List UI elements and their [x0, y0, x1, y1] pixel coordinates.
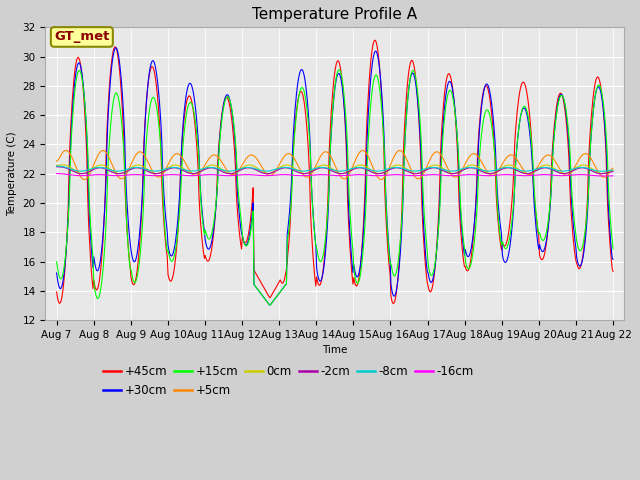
0cm — [609, 168, 617, 173]
Line: +30cm: +30cm — [56, 48, 613, 305]
-16cm — [403, 172, 410, 178]
+5cm — [609, 165, 617, 171]
-8cm — [419, 167, 426, 172]
-2cm — [63, 165, 70, 171]
Line: 0cm: 0cm — [56, 165, 613, 174]
+5cm — [63, 148, 71, 154]
+5cm — [81, 177, 88, 182]
0cm — [207, 162, 214, 168]
+5cm — [62, 147, 70, 153]
Line: +15cm: +15cm — [56, 70, 613, 305]
+30cm — [177, 153, 185, 158]
+5cm — [207, 153, 215, 159]
+45cm — [177, 170, 184, 176]
+15cm — [206, 236, 214, 241]
-16cm — [177, 172, 184, 178]
-16cm — [609, 173, 617, 179]
+15cm — [420, 212, 428, 217]
+5cm — [420, 169, 428, 175]
-8cm — [177, 166, 184, 171]
+15cm — [63, 240, 70, 245]
-16cm — [52, 171, 60, 177]
-16cm — [120, 172, 128, 178]
+15cm — [335, 67, 343, 72]
+45cm — [120, 141, 128, 147]
-16cm — [419, 172, 426, 178]
-8cm — [403, 167, 410, 172]
-2cm — [419, 169, 426, 175]
-16cm — [206, 172, 214, 178]
+15cm — [177, 195, 184, 201]
+45cm — [371, 37, 378, 43]
-8cm — [609, 168, 617, 173]
+30cm — [266, 302, 274, 308]
+45cm — [404, 76, 412, 82]
+45cm — [420, 246, 428, 252]
0cm — [52, 162, 60, 168]
-16cm — [63, 171, 70, 177]
-2cm — [403, 168, 410, 174]
Y-axis label: Temperature (C): Temperature (C) — [7, 132, 17, 216]
0cm — [177, 164, 185, 170]
+15cm — [266, 302, 274, 308]
0cm — [59, 162, 67, 168]
+30cm — [420, 233, 428, 239]
Line: -2cm: -2cm — [56, 167, 613, 174]
+45cm — [63, 239, 70, 245]
-8cm — [52, 163, 60, 169]
-2cm — [52, 164, 60, 169]
+5cm — [122, 173, 129, 179]
-8cm — [206, 165, 214, 170]
0cm — [63, 163, 71, 168]
-2cm — [598, 171, 605, 177]
+15cm — [404, 94, 412, 99]
-8cm — [120, 168, 128, 173]
+45cm — [609, 268, 617, 274]
Title: Temperature Profile A: Temperature Profile A — [252, 7, 417, 22]
+30cm — [207, 243, 214, 249]
-8cm — [63, 165, 70, 170]
0cm — [403, 167, 411, 172]
+30cm — [609, 256, 617, 262]
+5cm — [52, 158, 60, 164]
-16cm — [599, 173, 607, 179]
+5cm — [178, 155, 186, 160]
+45cm — [52, 289, 60, 295]
-2cm — [609, 169, 617, 175]
-2cm — [120, 170, 128, 176]
Line: -8cm: -8cm — [56, 166, 613, 171]
-2cm — [206, 165, 214, 171]
+30cm — [63, 241, 70, 247]
+15cm — [120, 151, 128, 156]
+30cm — [113, 45, 120, 51]
-8cm — [597, 168, 605, 174]
+30cm — [52, 270, 60, 276]
+45cm — [389, 300, 397, 306]
0cm — [121, 169, 129, 175]
-2cm — [177, 167, 184, 172]
+45cm — [206, 255, 214, 261]
Line: +5cm: +5cm — [56, 150, 613, 180]
+5cm — [404, 159, 412, 165]
+30cm — [121, 135, 129, 141]
+15cm — [609, 246, 617, 252]
Text: GT_met: GT_met — [54, 30, 109, 44]
+15cm — [52, 259, 60, 264]
0cm — [598, 171, 606, 177]
Line: -16cm: -16cm — [56, 174, 613, 176]
Line: +45cm: +45cm — [56, 40, 613, 303]
Legend: +45cm, +30cm, +15cm, +5cm, 0cm, -2cm, -8cm, -16cm: +45cm, +30cm, +15cm, +5cm, 0cm, -2cm, -8… — [99, 360, 478, 402]
+30cm — [404, 94, 412, 100]
0cm — [420, 168, 428, 174]
X-axis label: Time: Time — [322, 345, 348, 355]
